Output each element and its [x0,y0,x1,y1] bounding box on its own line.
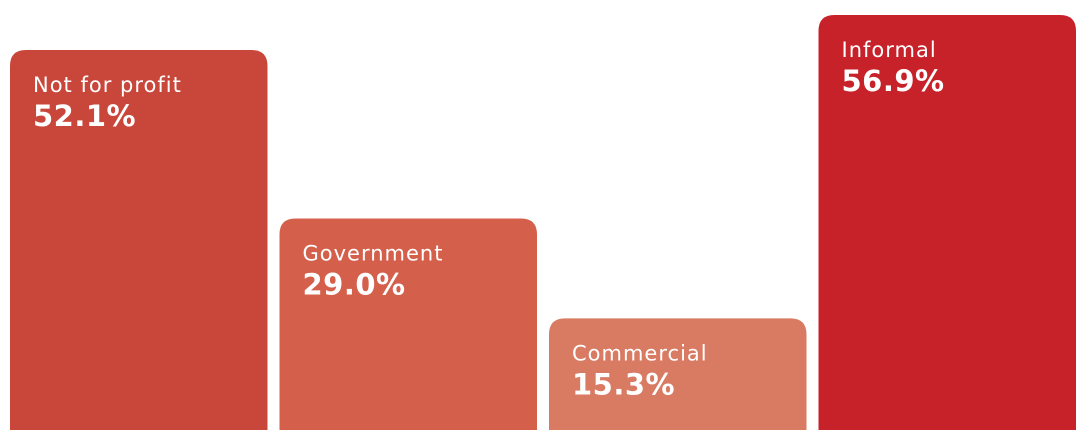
value-label: 56.9% [842,64,945,98]
bar [818,15,1076,430]
value-label: 29.0% [303,267,406,301]
bar [279,218,537,430]
bar [549,318,807,430]
value-label: 52.1% [33,99,136,133]
category-label: Informal [842,38,937,62]
category-label: Government [303,241,444,265]
category-label: Not for profit [33,73,182,97]
category-label: Commercial [572,341,708,365]
value-label: 15.3% [572,367,675,401]
bar [10,50,268,430]
